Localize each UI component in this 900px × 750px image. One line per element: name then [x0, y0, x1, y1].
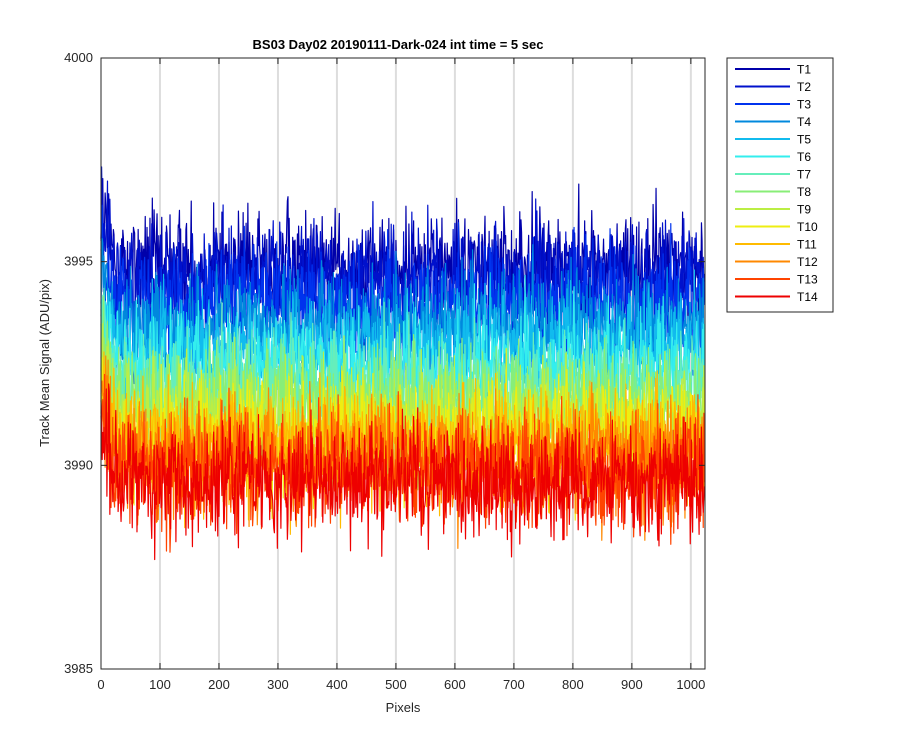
x-tick-label: 700	[503, 677, 525, 692]
series-line-T13	[100, 373, 706, 553]
legend-label-T1: T1	[797, 63, 811, 77]
plot-area: 0 100 200 300 400 500 600 700 800 900 1000 3985 399…	[64, 50, 706, 692]
legend-label-T3: T3	[797, 98, 811, 112]
legend-label-T14: T14	[797, 290, 818, 304]
x-axis-label: Pixels	[386, 700, 421, 715]
x-tick-label: 800	[562, 677, 584, 692]
legend-label-T8: T8	[797, 185, 811, 199]
legend-label-T2: T2	[797, 80, 811, 94]
x-tick-label: 500	[385, 677, 407, 692]
y-tick-label: 4000	[64, 50, 93, 65]
x-tick-label: 600	[444, 677, 466, 692]
y-axis-ticks: 3985 3990 3995 4000	[64, 50, 705, 676]
y-tick-label: 3995	[64, 254, 93, 269]
x-tick-label: 400	[326, 677, 348, 692]
y-axis-label: Track Mean Signal (ADU/pix)	[37, 279, 52, 447]
legend-label-T7: T7	[797, 168, 811, 182]
x-tick-label: 1000	[676, 677, 705, 692]
legend-box	[726, 57, 834, 313]
chart-title: BS03 Day02 20190111-Dark-024 int time = …	[253, 37, 544, 52]
x-tick-label: 100	[149, 677, 171, 692]
legend-label-T4: T4	[797, 115, 811, 129]
series-lines	[100, 166, 706, 561]
legend-label-T11: T11	[797, 238, 817, 252]
axes-box	[100, 57, 706, 670]
y-tick-label: 3985	[64, 661, 93, 676]
x-tick-label: 0	[97, 677, 104, 692]
series-line-T14	[100, 383, 706, 561]
legend-label-T13: T13	[797, 273, 818, 287]
x-tick-label: 200	[208, 677, 230, 692]
y-tick-label: 3990	[64, 457, 93, 472]
x-tick-label: 900	[621, 677, 643, 692]
legend-label-T10: T10	[797, 220, 818, 234]
legend-label-T6: T6	[797, 150, 811, 164]
legend-entries: T1 T2 T3 T4 T5 T6 T7 T8 T9 T10 T11 T12 T13 T14	[735, 63, 818, 304]
legend-label-T5: T5	[797, 133, 811, 147]
x-axis-ticks: 0 100 200 300 400 500 600 700 800 900 1000	[97, 58, 705, 692]
legend-label-T12: T12	[797, 255, 818, 269]
legend-label-T9: T9	[797, 203, 811, 217]
x-tick-label: 300	[267, 677, 289, 692]
legend: T1 T2 T3 T4 T5 T6 T7 T8 T9 T10 T11 T12 T13 T14	[726, 57, 834, 313]
